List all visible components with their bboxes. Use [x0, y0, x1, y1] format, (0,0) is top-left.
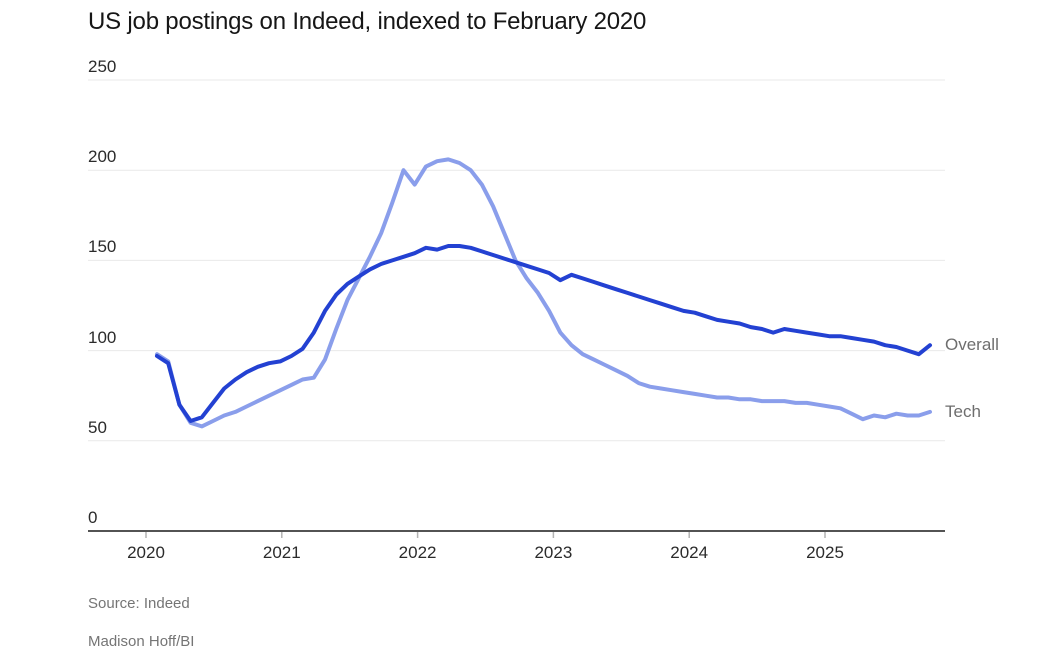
y-axis-label-100: 100	[88, 327, 117, 347]
source-credit: Source: Indeed	[88, 595, 190, 612]
y-axis-label-150: 150	[88, 237, 117, 257]
y-axis-label-50: 50	[88, 417, 107, 437]
x-axis-label-2021: 2021	[262, 543, 301, 562]
x-axis-label-2023: 2023	[534, 543, 573, 562]
tech-series-line	[155, 157, 932, 429]
y-axis-label-250: 250	[88, 57, 117, 76]
chart-title: US job postings on Indeed, indexed to Fe…	[88, 8, 647, 35]
x-axis-label-2024: 2024	[670, 543, 709, 562]
series-label-overall: Overall	[945, 335, 999, 355]
x-axis-label-2025: 2025	[806, 543, 844, 562]
x-axis-label-2020: 2020	[127, 543, 165, 562]
overall-series-line	[155, 244, 932, 423]
y-axis-label-200: 200	[88, 147, 117, 167]
y-axis-label-0: 0	[88, 508, 98, 527]
author-byline: Madison Hoff/BI	[88, 633, 195, 650]
series-label-tech: Tech	[945, 401, 981, 421]
x-axis-label-2022: 2022	[398, 543, 437, 562]
